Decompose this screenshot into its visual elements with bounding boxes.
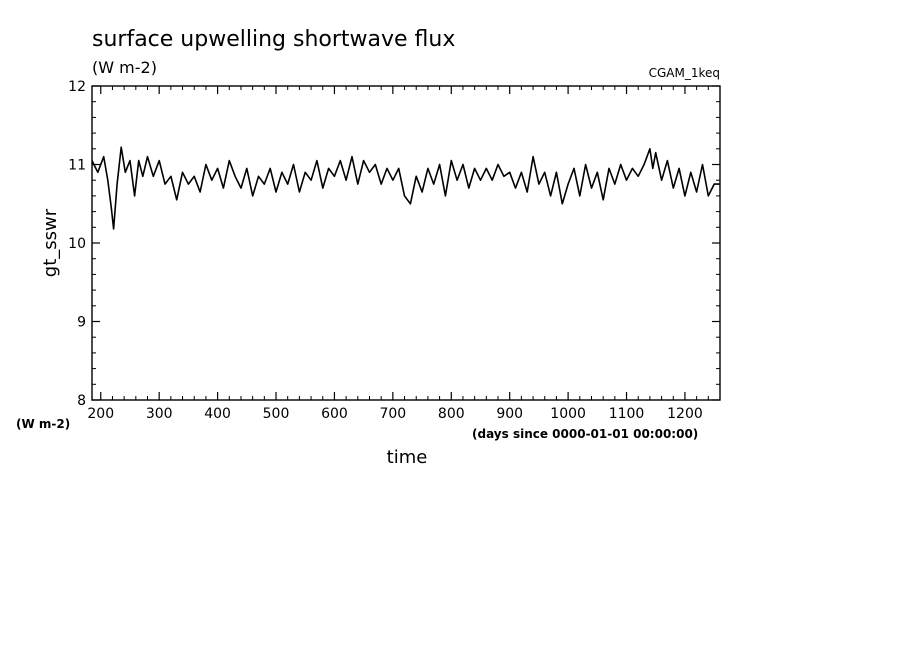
x-tick-label: 900 xyxy=(496,406,523,422)
x-tick-label: 600 xyxy=(321,406,348,422)
minor-ticks xyxy=(92,86,721,400)
plot-frame xyxy=(91,85,721,401)
x-tick-label: 800 xyxy=(438,406,465,422)
x-tick-label: 1100 xyxy=(609,406,645,422)
y-axis-label: gt_sswr xyxy=(40,208,61,277)
y-tick-label: 10 xyxy=(68,236,86,252)
y-tick-label: 8 xyxy=(77,393,86,409)
y-tick-label: 9 xyxy=(77,315,86,331)
title-units: (W m-2) xyxy=(92,58,157,77)
chart-title: surface upwelling shortwave flux xyxy=(92,27,455,52)
x-tick-label: 700 xyxy=(379,406,406,422)
x-axis-units: (days since 0000-01-01 00:00:00) xyxy=(472,427,698,441)
x-axis-label: time xyxy=(387,447,428,468)
run-label: CGAM_1keq xyxy=(649,66,720,80)
x-tick-label: 500 xyxy=(263,406,290,422)
y-axis-ticks: 8 9 10 11 12 xyxy=(68,79,720,409)
x-tick-label: 1000 xyxy=(550,406,586,422)
x-tick-label: 1200 xyxy=(667,406,703,422)
x-tick-label: 300 xyxy=(146,406,173,422)
x-axis-ticks: 200 300 400 500 600 700 800 900 1000 1100 1200 xyxy=(87,86,703,422)
x-tick-label: 400 xyxy=(204,406,231,422)
x-tick-label: 200 xyxy=(87,406,114,422)
series-line-gt-sswr xyxy=(91,146,720,230)
y-axis-units: (W m-2) xyxy=(16,417,70,431)
y-tick-label: 11 xyxy=(68,158,86,174)
y-tick-label: 12 xyxy=(68,79,86,95)
